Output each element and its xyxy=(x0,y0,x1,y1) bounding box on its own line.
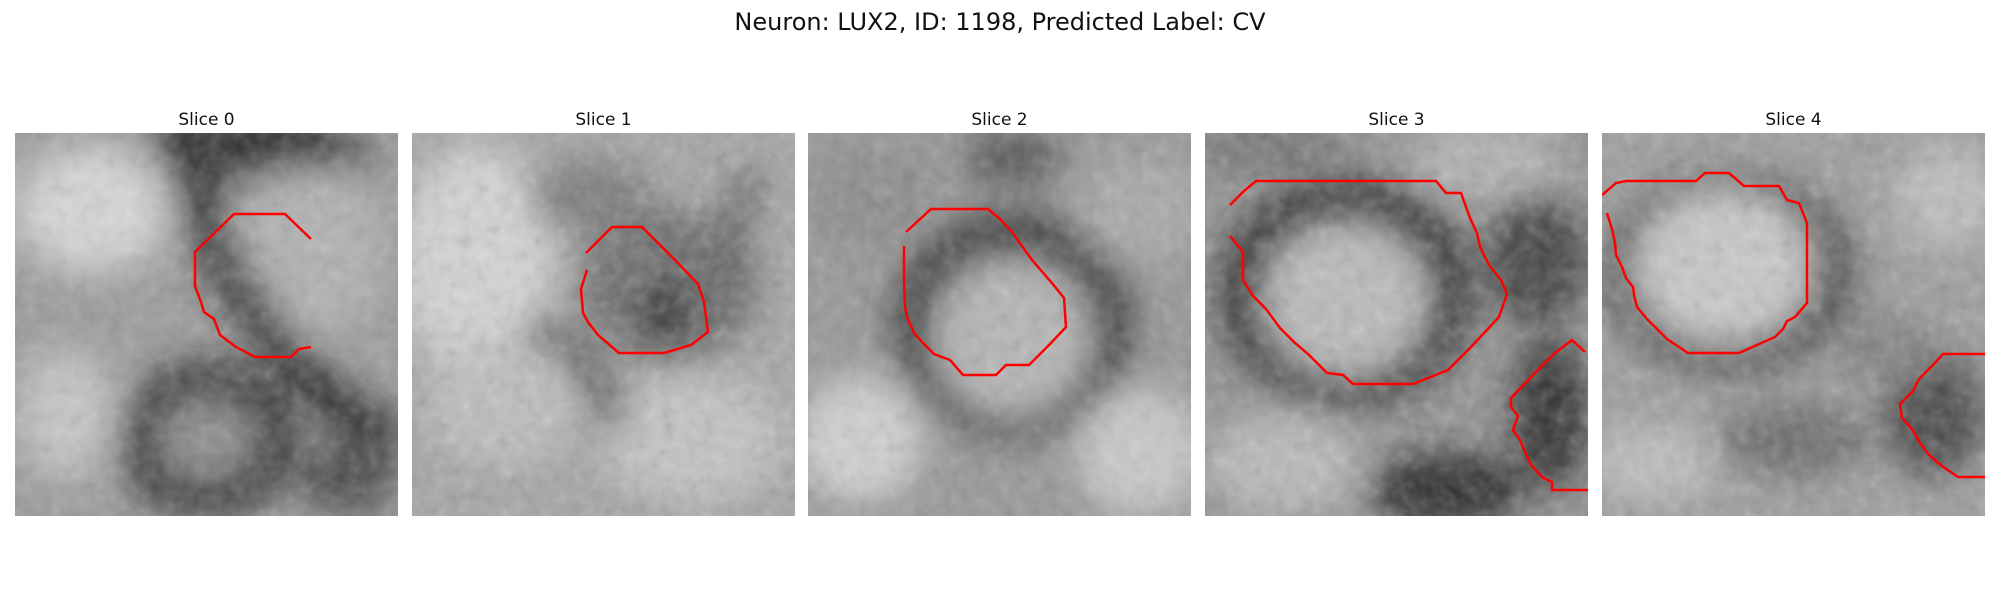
slice-title-3: Slice 3 xyxy=(1368,110,1425,130)
contour-line-0 xyxy=(193,212,312,359)
slice-title-0: Slice 0 xyxy=(178,110,235,130)
contour-line-4 xyxy=(1602,171,1809,355)
slice-title-1: Slice 1 xyxy=(575,110,632,130)
slice-image-4 xyxy=(1602,133,1985,516)
slice-image-1 xyxy=(412,133,795,516)
slice-panel-3 xyxy=(1205,133,1588,516)
contour-line-3b xyxy=(1509,338,1588,492)
contour-line-4b xyxy=(1898,352,1985,479)
contour-line-1 xyxy=(579,225,710,355)
contour-line-2 xyxy=(902,207,1068,377)
slice-title-4: Slice 4 xyxy=(1765,110,1822,130)
slice-panel-4 xyxy=(1602,133,1985,516)
slice-panel-0 xyxy=(15,133,398,516)
slice-title-2: Slice 2 xyxy=(971,110,1028,130)
suptitle: Neuron: LUX2, ID: 1198, Predicted Label:… xyxy=(734,8,1266,36)
slice-image-0 xyxy=(15,133,398,516)
contour-line-3 xyxy=(1229,179,1509,386)
slice-image-2 xyxy=(808,133,1191,516)
slice-panel-1 xyxy=(412,133,795,516)
slice-panel-2 xyxy=(808,133,1191,516)
